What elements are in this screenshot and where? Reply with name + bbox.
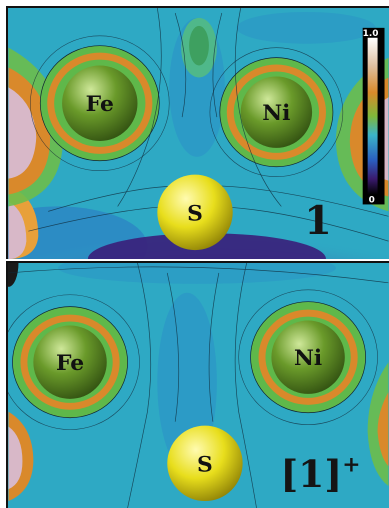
low-band: [236, 11, 376, 44]
contour-plot-cation: Fe Ni S [1]+: [8, 263, 389, 508]
panel-label-cation-charge: +: [342, 452, 360, 477]
elf-map-panel-neutral: Fe Ni S 1.0 0 1: [6, 6, 389, 259]
low-band: [58, 263, 336, 284]
edge-high-region: [8, 201, 27, 259]
edge-high-region: [377, 391, 389, 467]
panel-label-neutral: 1: [304, 198, 332, 244]
scale-min-label: 0: [369, 195, 375, 205]
atom-label-fe: Fe: [56, 351, 84, 376]
scale-max-label: 1.0: [363, 29, 379, 39]
atom-s: S: [167, 425, 243, 502]
atom-fe: Fe: [33, 325, 107, 399]
atom-ni: Ni: [240, 76, 313, 148]
atom-fe: Fe: [62, 65, 138, 141]
panel-label-cation-main: [1]: [280, 452, 342, 496]
lone-pair-basin: [189, 25, 209, 66]
atom-label-fe: Fe: [86, 92, 114, 117]
elf-map-panel-cation: Fe Ni S [1]+: [6, 261, 389, 508]
atom-label-s: S: [187, 201, 203, 226]
atom-label-ni: Ni: [294, 346, 322, 371]
corner-shadow: [8, 263, 19, 287]
color-scale-bar: 1.0 0: [363, 27, 385, 205]
contour-plot-neutral: Fe Ni S 1.0 0 1: [8, 8, 389, 259]
panel-label-cation: [1]+: [280, 452, 360, 496]
atom-label-ni: Ni: [262, 101, 290, 126]
edge-high-region: [8, 426, 23, 490]
atom-s: S: [157, 174, 233, 251]
edge-high-region: [8, 87, 37, 179]
contour-lines: [8, 263, 389, 508]
atom-ni: Ni: [271, 320, 345, 394]
atom-label-s: S: [197, 452, 213, 477]
